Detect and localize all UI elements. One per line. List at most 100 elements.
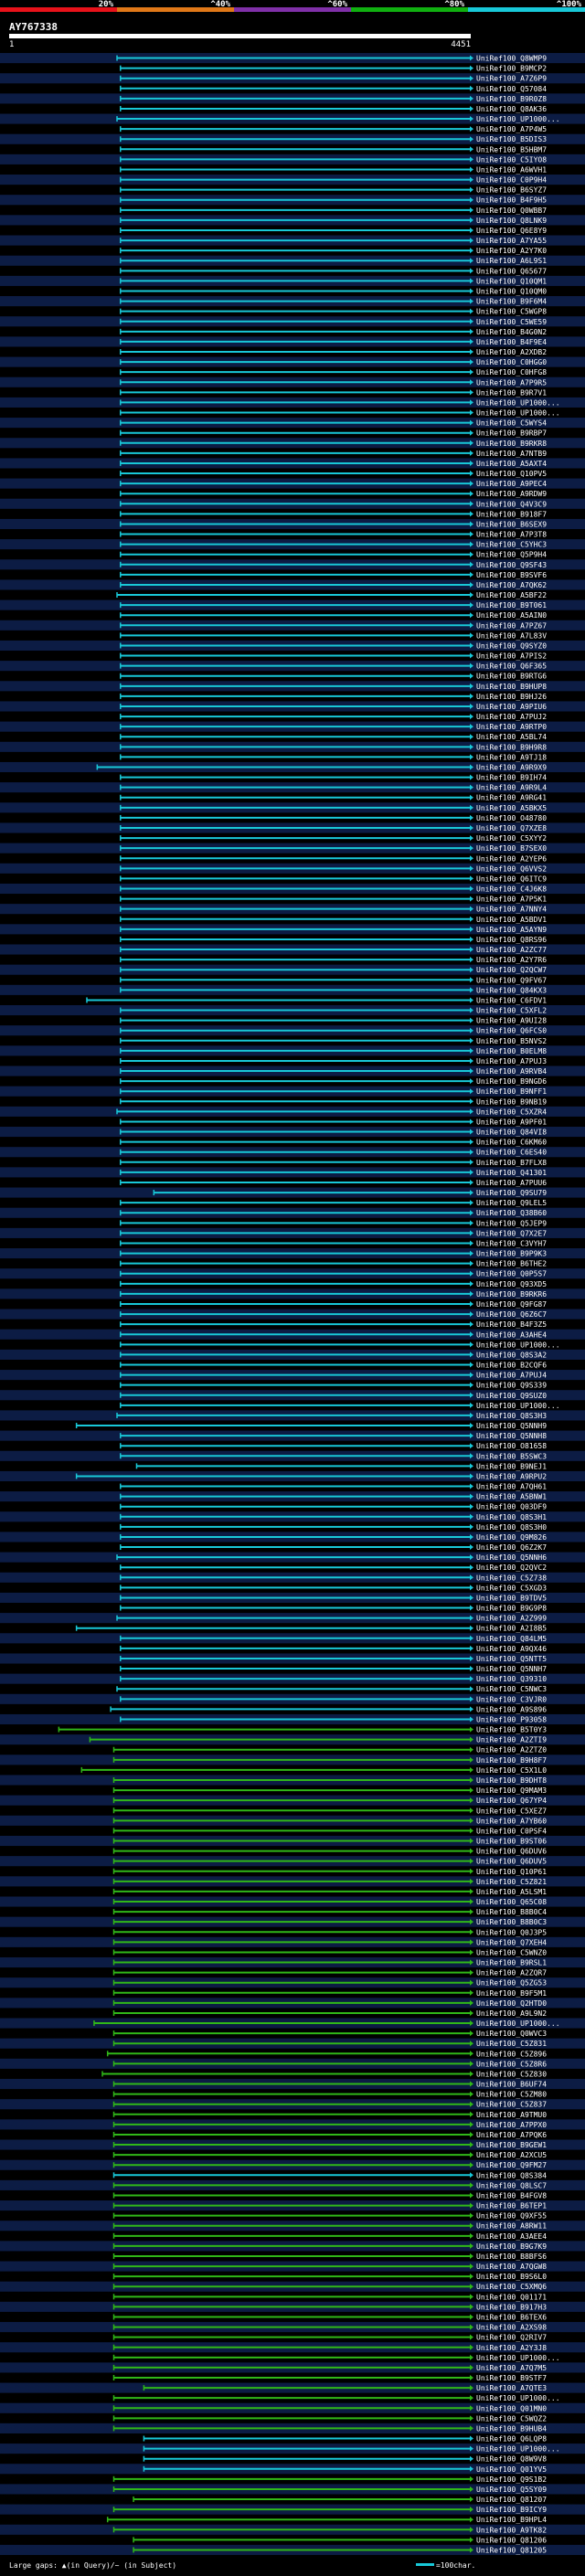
hit-label[interactable]: UniRef100_B5DIS3	[476, 135, 547, 143]
hit-label[interactable]: UniRef100_Q10P61	[476, 1868, 547, 1876]
hit-label[interactable]: UniRef100_Q8S384	[476, 2171, 547, 2179]
hit-label[interactable]: UniRef100_Q5JEP9	[476, 1219, 547, 1227]
hit-label[interactable]: UniRef100_A8RW11	[476, 2222, 547, 2231]
hit-label[interactable]: UniRef100_Q6FCS0	[476, 1027, 547, 1035]
hit-label[interactable]: UniRef100_Q6Z6C7	[476, 1310, 547, 1319]
hit-label[interactable]: UniRef100_Q6E8Y9	[476, 227, 547, 235]
hit-label[interactable]: UniRef100_Q8RS96	[476, 936, 547, 944]
hit-label[interactable]: UniRef100_Q0WVC3	[476, 2030, 547, 2038]
hit-label[interactable]: UniRef100_C5Z837	[476, 2101, 547, 2109]
hit-label[interactable]: UniRef100_A7NTB9	[476, 450, 547, 458]
hit-label[interactable]: UniRef100_A5LSM1	[476, 1888, 547, 1896]
hit-label[interactable]: UniRef100_Q9FM27	[476, 2161, 547, 2169]
hit-label[interactable]: UniRef100_B9HUP8	[476, 683, 547, 691]
hit-label[interactable]: UniRef100_B4F9H5	[476, 196, 547, 205]
hit-label[interactable]: UniRef100_A2ZTI9	[476, 1736, 547, 1744]
hit-label[interactable]: UniRef100_B9H9R8	[476, 743, 547, 751]
hit-label[interactable]: UniRef100_Q5NTT5	[476, 1655, 547, 1663]
hit-label[interactable]: UniRef100_B4G0N2	[476, 328, 547, 336]
hit-label[interactable]: UniRef100_A9R9X9	[476, 763, 547, 771]
hit-label[interactable]: UniRef100_Q01YV5	[476, 2465, 547, 2474]
hit-label[interactable]: UniRef100_Q9SU79	[476, 1189, 547, 1197]
hit-label[interactable]: UniRef100_C5Z8R6	[476, 2060, 547, 2068]
hit-label[interactable]: UniRef100_UP1000...	[476, 1341, 560, 1349]
hit-label[interactable]: UniRef100_UP1000...	[476, 2394, 560, 2402]
hit-label[interactable]: UniRef100_A9QX46	[476, 1645, 547, 1653]
hit-label[interactable]: UniRef100_Q8LSC7	[476, 2181, 547, 2189]
hit-label[interactable]: UniRef100_B9NGD6	[476, 1077, 547, 1086]
hit-label[interactable]: UniRef100_Q2RIV7	[476, 2334, 547, 2342]
hit-label[interactable]: UniRef100_A5BL74	[476, 733, 547, 741]
hit-label[interactable]: UniRef100_P93058	[476, 1715, 547, 1723]
hit-label[interactable]: UniRef100_Q2QCW7	[476, 966, 547, 974]
hit-label[interactable]: UniRef100_Q93XD5	[476, 1280, 547, 1288]
hit-label[interactable]: UniRef100_C6FDV1	[476, 996, 547, 1004]
hit-label[interactable]: UniRef100_B9NEJ1	[476, 1462, 547, 1470]
hit-label[interactable]: UniRef100_A5BF22	[476, 591, 547, 599]
hit-label[interactable]: UniRef100_Q5P9H4	[476, 551, 547, 559]
hit-label[interactable]: UniRef100_A2ZC77	[476, 946, 547, 954]
hit-label[interactable]: UniRef100_A7P3T8	[476, 531, 547, 539]
hit-label[interactable]: UniRef100_Q10QM1	[476, 277, 547, 285]
hit-label[interactable]: UniRef100_Q6Z2K7	[476, 1543, 547, 1552]
hit-label[interactable]: UniRef100_Q7XEH4	[476, 1938, 547, 1946]
hit-label[interactable]: UniRef100_UP1000...	[476, 2445, 560, 2454]
hit-label[interactable]: UniRef100_B9F5M1	[476, 1989, 547, 1998]
hit-label[interactable]: UniRef100_Q5NNH7	[476, 1665, 547, 1673]
hit-label[interactable]: UniRef100_Q6DUV5	[476, 1858, 547, 1866]
hit-label[interactable]: UniRef100_B0ELM8	[476, 1047, 547, 1055]
hit-label[interactable]: UniRef100_A9PF01	[476, 1118, 547, 1126]
hit-label[interactable]: UniRef100_C5WYS4	[476, 419, 547, 428]
hit-label[interactable]: UniRef100_B9HUB4	[476, 2424, 547, 2433]
hit-label[interactable]: UniRef100_Q2QVC2	[476, 1564, 547, 1572]
hit-label[interactable]: UniRef100_Q9FG87	[476, 1300, 547, 1309]
hit-label[interactable]: UniRef100_Q9XF55	[476, 2212, 547, 2221]
hit-label[interactable]: UniRef100_A9RTP0	[476, 723, 547, 731]
hit-label[interactable]: UniRef100_Q10PV5	[476, 470, 547, 478]
hit-label[interactable]: UniRef100_B6SEX9	[476, 520, 547, 528]
hit-label[interactable]: UniRef100_Q10QM0	[476, 287, 547, 295]
hit-label[interactable]: UniRef100_Q65677	[476, 267, 547, 275]
hit-label[interactable]: UniRef100_Q5NNH9	[476, 1422, 547, 1430]
hit-label[interactable]: UniRef100_A3AHE4	[476, 1330, 547, 1339]
hit-label[interactable]: UniRef100_A9R9L4	[476, 784, 547, 792]
hit-label[interactable]: UniRef100_Q9SF43	[476, 561, 547, 569]
hit-label[interactable]: UniRef100_C5NWC3	[476, 1685, 547, 1693]
hit-label[interactable]: UniRef100_Q5NNH8	[476, 1432, 547, 1440]
hit-label[interactable]: UniRef100_Q9SUZ0	[476, 1392, 547, 1400]
hit-label[interactable]: UniRef100_Q7XZE8	[476, 824, 547, 832]
hit-label[interactable]: UniRef100_B9G7K9	[476, 2242, 547, 2251]
hit-label[interactable]: UniRef100_B9G9P8	[476, 1605, 547, 1613]
hit-label[interactable]: UniRef100_B6TEX6	[476, 2314, 547, 2322]
hit-label[interactable]: UniRef100_Q81206	[476, 2536, 547, 2544]
hit-label[interactable]: UniRef100_A9L9N2	[476, 2009, 547, 2018]
hit-label[interactable]: UniRef100_B5SWC3	[476, 1452, 547, 1460]
hit-label[interactable]: UniRef100_B5T0Y3	[476, 1726, 547, 1734]
hit-label[interactable]: UniRef100_Q0J3P5	[476, 1928, 547, 1936]
hit-label[interactable]: UniRef100_C5YHC3	[476, 541, 547, 549]
hit-label[interactable]: UniRef100_B9NB19	[476, 1097, 547, 1106]
hit-label[interactable]: UniRef100_Q8W9V8	[476, 2455, 547, 2464]
hit-label[interactable]: UniRef100_A7PPX0	[476, 2121, 547, 2129]
hit-label[interactable]: UniRef100_C5ZM80	[476, 2091, 547, 2099]
hit-label[interactable]: UniRef100_B8BFS6	[476, 2253, 547, 2261]
hit-label[interactable]: UniRef100_A5BNW1	[476, 1493, 547, 1501]
hit-label[interactable]: UniRef100_C3VJR0	[476, 1695, 547, 1703]
hit-label[interactable]: UniRef100_UP1000...	[476, 1402, 560, 1410]
hit-label[interactable]: UniRef100_A7PUJ3	[476, 1057, 547, 1065]
hit-label[interactable]: UniRef100_Q6VVS2	[476, 864, 547, 873]
hit-label[interactable]: UniRef100_A5BDV1	[476, 916, 547, 924]
hit-label[interactable]: UniRef100_Q6ITC9	[476, 875, 547, 883]
hit-label[interactable]: UniRef100_B8B0C3	[476, 1918, 547, 1926]
hit-label[interactable]: UniRef100_Q2HTD0	[476, 1999, 547, 2008]
hit-label[interactable]: UniRef100_Q84LM5	[476, 1635, 547, 1643]
hit-label[interactable]: UniRef100_UP1000...	[476, 409, 560, 418]
hit-label[interactable]: UniRef100_B9IH74	[476, 774, 547, 782]
hit-label[interactable]: UniRef100_B9STF7	[476, 2374, 547, 2382]
hit-label[interactable]: UniRef100_A7P9R5	[476, 378, 547, 387]
hit-label[interactable]: UniRef100_A2Y3J8	[476, 2344, 547, 2352]
hit-label[interactable]: UniRef100_Q81207	[476, 2496, 547, 2504]
hit-label[interactable]: UniRef100_A7QGW8	[476, 2263, 547, 2271]
hit-label[interactable]: UniRef100_B8B0C4	[476, 1908, 547, 1916]
hit-label[interactable]: UniRef100_A7QTE3	[476, 2384, 547, 2392]
